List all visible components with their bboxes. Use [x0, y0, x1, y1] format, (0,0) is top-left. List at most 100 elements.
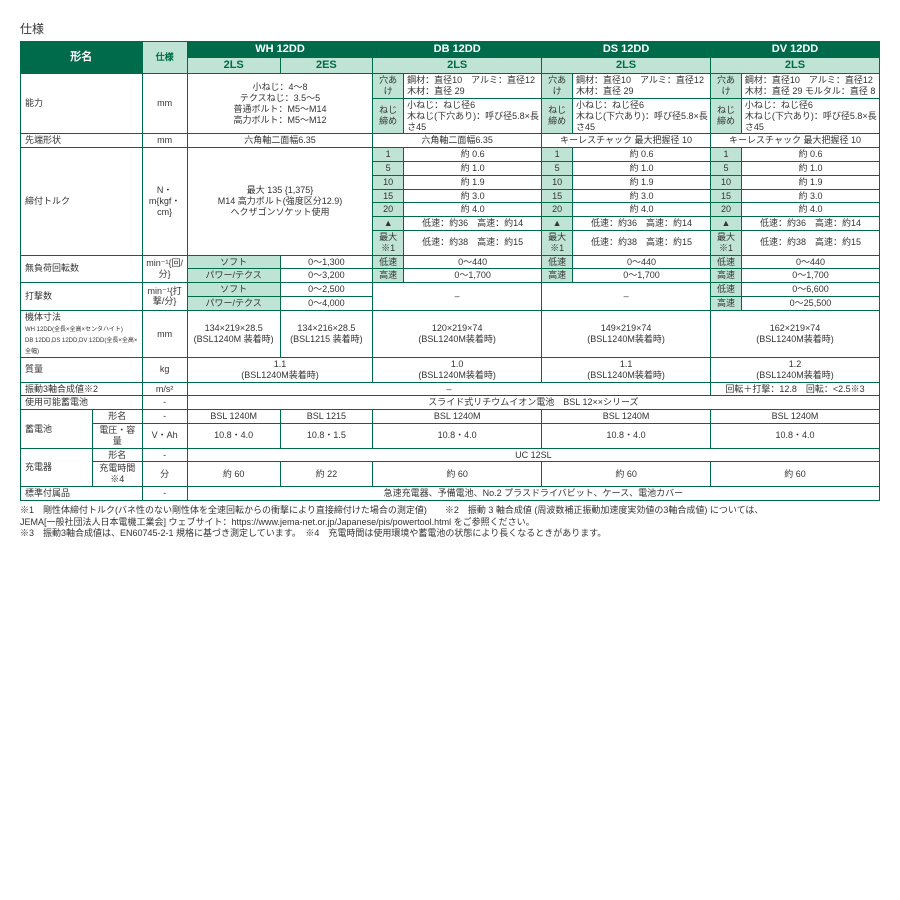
tq-db-1v: 約 0.6 [404, 148, 542, 162]
c20: 20 [711, 203, 742, 217]
c35: 0～1,300 [280, 255, 373, 269]
tip-db: 六角軸二面幅6.35 [373, 134, 542, 148]
cap-ds-hole: 鋼材：直径10 アルミ：直径12 木材：直径 29 [573, 74, 711, 99]
c80: 10.8・4.0 [187, 424, 280, 449]
dim-l2: WH 12DD(全長×全高×センタハイト) DB 12DD,DS 12DD,DV… [25, 327, 137, 355]
c48: 高速 [711, 269, 742, 283]
c5: 約 1.9 [404, 175, 542, 189]
c40: 低速 [711, 255, 742, 269]
c56: パワー/テクス [187, 296, 280, 310]
hdr-db: DB 12DD [373, 42, 542, 58]
torque-unit: N・m{kgf・cm} [142, 148, 187, 255]
c12: 15 [542, 189, 573, 203]
c59: 0～25,500 [741, 296, 879, 310]
c86: UC 12SL [187, 448, 879, 462]
spec-table: 形名 仕様 WH 12DD DB 12DD DS 12DD DV 12DD 2L… [20, 41, 880, 501]
c82: 10.8・4.0 [373, 424, 542, 449]
row-capacity: 能力 [21, 74, 143, 134]
c91: 約 60 [373, 462, 542, 487]
grade-2ls-4: 2LS [711, 58, 880, 74]
cap-dv-screw: 小ねじ：ねじ径6 木ねじ(下穴あり)：呼び径5.8×長さ45 [741, 98, 879, 133]
torque-wh: 最大 135 {1,375} M14 高力ボルト(強度区分12.9) ヘクザゴン… [187, 148, 372, 255]
c16: 20 [373, 203, 404, 217]
c90: 約 22 [280, 462, 373, 487]
row-vib: 振動3軸合成値※2 [21, 382, 143, 396]
c85: 形名 [93, 448, 142, 462]
c28: 最大※1 [373, 230, 404, 255]
tq-ds-1: 1 [542, 148, 573, 162]
c74: BSL 1215 [280, 410, 373, 424]
c55: 0～6,600 [741, 283, 879, 297]
c25: 低速：約36 高速：約14 [573, 217, 711, 231]
c36: 低速 [373, 255, 404, 269]
c47: 0～1,700 [573, 269, 711, 283]
c52: – [373, 283, 542, 311]
c39: 0～440 [573, 255, 711, 269]
c31: 低速：約38 高速：約15 [573, 230, 711, 255]
tq-db-5: 5 [373, 161, 404, 175]
grade-2ls-2: 2LS [373, 58, 542, 74]
c84: 10.8・4.0 [711, 424, 880, 449]
grade-2es: 2ES [280, 58, 373, 74]
cap-ds-hole-l: 穴あけ [542, 74, 573, 99]
c67: 1.1 (BSL1240M装着時) [542, 358, 711, 383]
grade-2ls-3: 2LS [542, 58, 711, 74]
vib-unit: m/s² [142, 382, 187, 396]
c26: ▲ [711, 217, 742, 231]
c45: 0～1,700 [404, 269, 542, 283]
c75: BSL 1240M [373, 410, 542, 424]
c94: 急速充電器、予備電池、No.2 プラスドライバビット、ケース、電池カバー [187, 487, 879, 501]
c70: 回転＋打撃：12.8 回転：<2.5※3 [711, 382, 880, 396]
impact-unit: min⁻¹{打撃/分} [142, 283, 187, 311]
acc-unit: - [142, 487, 187, 501]
c7: 約 1.9 [573, 175, 711, 189]
c49: 0～1,700 [741, 269, 879, 283]
tq-ds-1v: 約 0.6 [573, 148, 711, 162]
c57: 0～4,000 [280, 296, 373, 310]
c65: 1.1 (BSL1240M装着時) [187, 358, 372, 383]
c15: 約 3.0 [741, 189, 879, 203]
row-acc: 標準付属品 [21, 487, 143, 501]
c42: パワー/テクス [187, 269, 280, 283]
c69: – [187, 382, 710, 396]
c79: V・Ah [142, 424, 187, 449]
note-3: ※3 振動3軸合成値は、EN60745-2-1 規格に基づき測定しています。 ※… [20, 528, 880, 540]
c19: 約 4.0 [573, 203, 711, 217]
grade-2ls-1: 2LS [187, 58, 280, 74]
row-impact: 打撃数 [21, 283, 143, 311]
c38: 低速 [542, 255, 573, 269]
row-dim: 機体寸法WH 12DD(全長×全高×センタハイト) DB 12DD,DS 12D… [21, 310, 143, 357]
c6: 10 [542, 175, 573, 189]
row-torque: 締付トルク [21, 148, 143, 255]
c9: 約 1.9 [741, 175, 879, 189]
c3: 約 1.0 [741, 161, 879, 175]
c64: 162×219×74 (BSL1240M装着時) [711, 310, 880, 357]
c14: 15 [711, 189, 742, 203]
c50: ソフト [187, 283, 280, 297]
c17: 約 4.0 [404, 203, 542, 217]
note-2: JEMA[一般社団法人日本電機工業会] ウェブサイト：https://www.j… [20, 517, 880, 529]
c58: 高速 [711, 296, 742, 310]
c1: 約 1.0 [404, 161, 542, 175]
c4: 10 [373, 175, 404, 189]
cap-wh: 小ねじ：4～8 テクスねじ：3.5～5 普通ボルト：M5～M14 高力ボルト：M… [187, 74, 372, 134]
c62: 120×219×74 (BSL1240M装着時) [373, 310, 542, 357]
mass-unit: kg [142, 358, 187, 383]
c41: 0～440 [741, 255, 879, 269]
rpm-unit: min⁻¹{回/分} [142, 255, 187, 283]
tq-ds-5: 5 [542, 161, 573, 175]
row-bat: 使用可能蓄電池 [21, 396, 143, 410]
hdr-wh: WH 12DD [187, 42, 372, 58]
tq-db-1: 1 [373, 148, 404, 162]
spec-title: 仕様 [20, 20, 880, 37]
c83: 10.8・4.0 [542, 424, 711, 449]
c8: 10 [711, 175, 742, 189]
row-chg: 充電器 [21, 448, 93, 486]
row-mass: 質量 [21, 358, 143, 383]
tip-unit: mm [142, 134, 187, 148]
cap-db-hole: 鋼材：直径10 アルミ：直径12 木材：直径 29 [404, 74, 542, 99]
note-1: ※1 剛性体締付トルク(バネ性のない剛性体を全速回転からの衝撃により直接締付けた… [20, 505, 880, 517]
c53: – [542, 283, 711, 311]
c46: 高速 [542, 269, 573, 283]
c2: 約 1.0 [573, 161, 711, 175]
